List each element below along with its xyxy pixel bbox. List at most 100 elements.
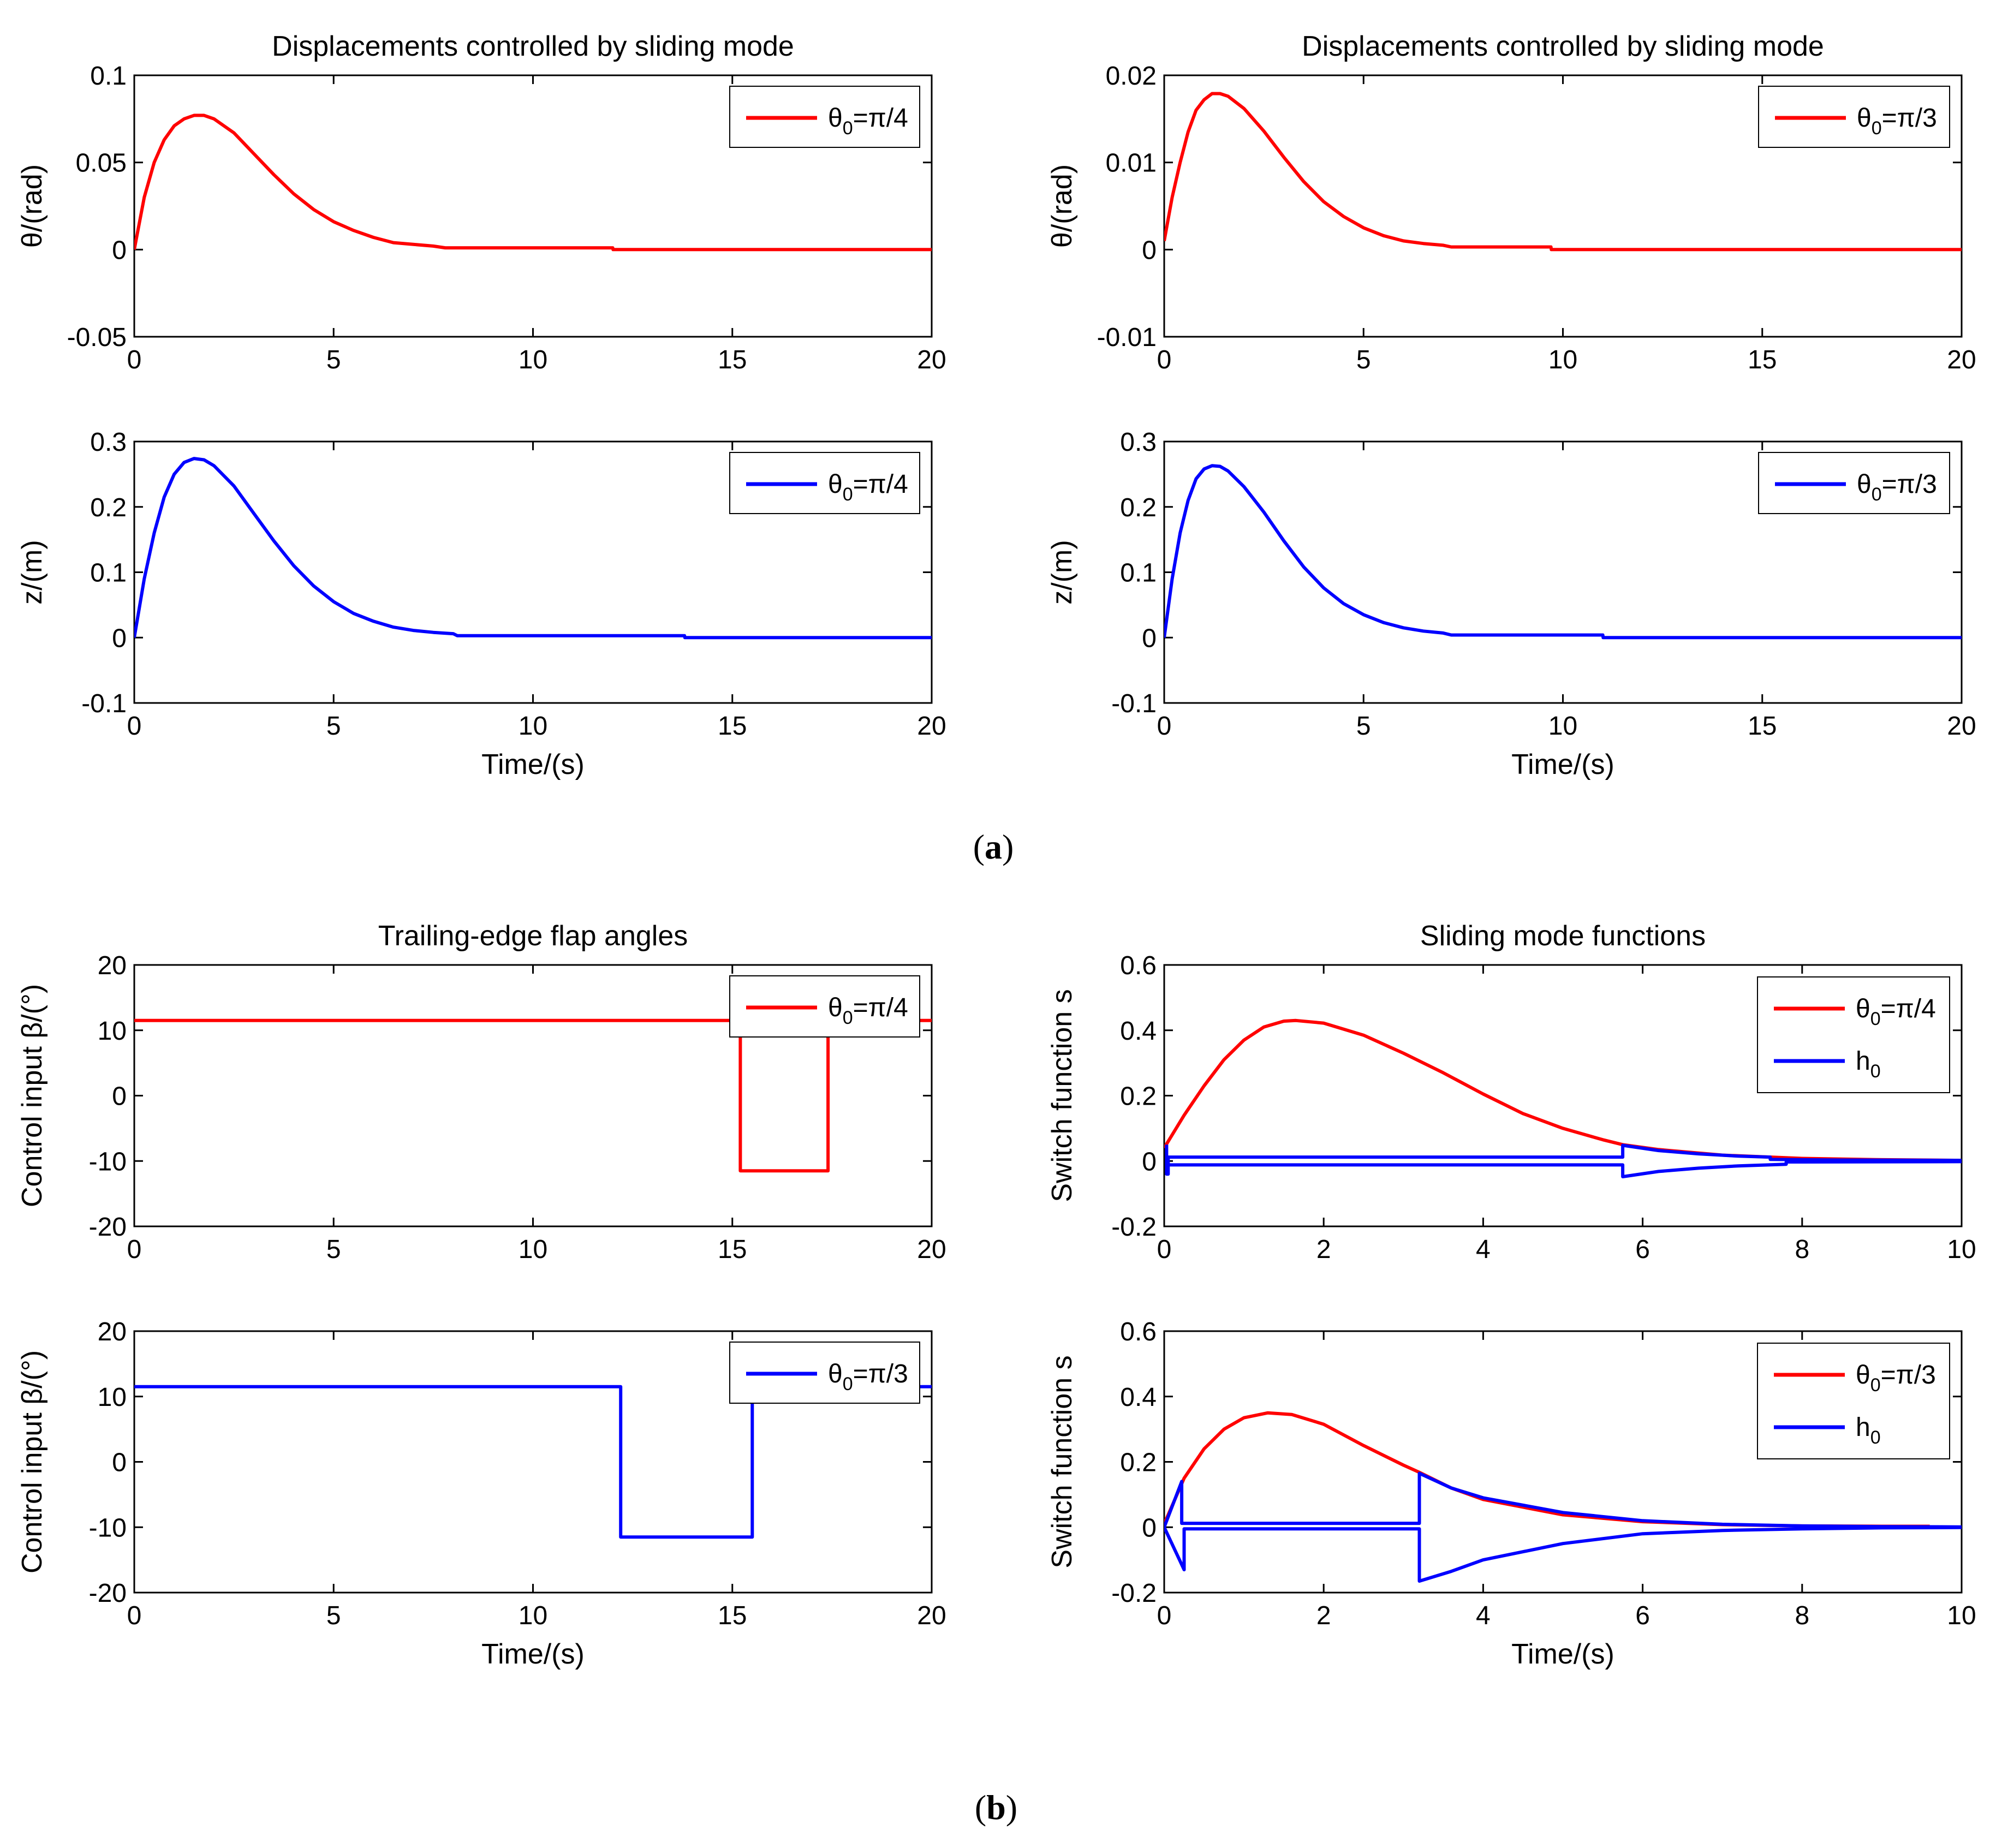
series-line-h0: [1164, 1471, 1962, 1529]
panel-a-label: (a): [973, 827, 1014, 866]
y-tick-label: 0: [112, 1082, 127, 1111]
y-tick-label: 0: [112, 1448, 127, 1477]
y-tick-label: 0.1: [1120, 559, 1157, 588]
y-tick-label: 10: [98, 1017, 127, 1046]
x-tick-label: 15: [1748, 712, 1777, 741]
y-axis-label: Control input β/(°): [16, 1350, 48, 1573]
x-tick-label: 0: [1157, 1601, 1172, 1630]
x-tick-label: 4: [1476, 1235, 1491, 1264]
y-tick-label: 0.3: [90, 428, 127, 457]
x-tick-label: 5: [326, 712, 341, 741]
legend-box: [1757, 976, 1950, 1093]
x-tick-label: 2: [1316, 1235, 1331, 1264]
x-tick-label: 0: [1157, 1235, 1172, 1264]
series-line-theta: [1164, 464, 1962, 640]
x-axis-label: Time/(s): [1511, 1638, 1614, 1670]
y-tick-label: 0.02: [1106, 62, 1157, 91]
panel-b-label: (b): [974, 1788, 1018, 1827]
legend-entry: θ0=π/4: [828, 993, 908, 1028]
series-line-h0: [1165, 1143, 1962, 1176]
y-axis-label: Switch function s: [1046, 1355, 1078, 1568]
y-tick-label: 0: [1142, 1513, 1157, 1542]
x-tick-label: 15: [718, 1235, 747, 1264]
x-tick-label: 10: [519, 712, 547, 741]
x-tick-label: 5: [326, 345, 341, 374]
x-tick-label: 20: [917, 345, 946, 374]
y-tick-label: 0.2: [90, 493, 127, 522]
x-tick-label: 0: [1157, 345, 1172, 374]
chart-a-z-pi3: 0 5 10 15 20-0.100.10.20.3Time/(s)z/(m)θ0=π/…: [1046, 428, 1976, 780]
legend-box: [1757, 1343, 1950, 1459]
y-axis-label: θ/(rad): [16, 164, 48, 248]
chart-title: Displacements controlled by sliding mode: [272, 31, 794, 62]
y-tick-label: 0.4: [1120, 1383, 1157, 1412]
x-tick-label: 4: [1476, 1601, 1491, 1630]
y-tick-label: 0.2: [1120, 1082, 1157, 1111]
chart-b-beta-pi4: 0 5 10 15 20 -20 -10 0 10 20 Trailing-edge flap an…: [16, 920, 946, 1264]
legend-entry: θ0=π/3: [1856, 1361, 1936, 1396]
x-axis-label: Time/(s): [481, 749, 585, 780]
series-line-theta: [134, 457, 932, 640]
chart-title: Displacements controlled by sliding mode: [1302, 31, 1824, 62]
x-tick-label: 8: [1795, 1235, 1809, 1264]
legend-entry: θ0=π/4: [1856, 994, 1936, 1029]
x-tick-label: 20: [917, 712, 946, 741]
y-tick-label: -20: [89, 1213, 127, 1242]
y-tick-label: 20: [98, 951, 127, 980]
y-tick-label: -0.2: [1111, 1579, 1157, 1608]
y-tick-label: -10: [89, 1147, 127, 1176]
y-axis-label: θ/(rad): [1046, 164, 1078, 248]
x-tick-label: 5: [1356, 345, 1371, 374]
x-tick-label: 0: [1157, 712, 1172, 741]
x-tick-label: 5: [326, 1601, 341, 1630]
legend-entry: θ0=π/4: [828, 470, 908, 505]
x-tick-label: 20: [1947, 345, 1976, 374]
x-tick-label: 15: [718, 1601, 747, 1630]
y-axis-label: Switch function s: [1046, 989, 1078, 1202]
legend-entry: θ0=π/4: [828, 104, 908, 139]
x-tick-label: 10: [519, 345, 547, 374]
chart-title: Sliding mode functions: [1420, 920, 1706, 952]
y-tick-label: 0: [112, 624, 127, 653]
legend-entry: θ0=π/3: [1857, 104, 1937, 139]
x-tick-label: 20: [917, 1601, 946, 1630]
x-tick-label: 0: [127, 1601, 142, 1630]
y-tick-label: 0: [1142, 1147, 1157, 1176]
y-axis-label: z/(m): [16, 540, 48, 604]
x-tick-label: 10: [519, 1601, 547, 1630]
y-tick-label: 10: [98, 1383, 127, 1412]
x-tick-label: 20: [917, 1235, 946, 1264]
x-tick-label: 10: [1947, 1235, 1976, 1264]
y-tick-label: 0.1: [90, 62, 127, 91]
y-tick-label: 0.05: [76, 149, 127, 178]
legend-entry: h0: [1856, 1413, 1881, 1448]
y-tick-label: 0.3: [1120, 428, 1157, 457]
y-tick-label: 0.4: [1120, 1017, 1157, 1046]
series-line-theta: [1164, 92, 1962, 252]
y-tick-label: -0.1: [1111, 689, 1157, 718]
x-tick-label: 5: [326, 1235, 341, 1264]
y-tick-label: 0.2: [1120, 1448, 1157, 1477]
x-tick-label: 20: [1947, 712, 1976, 741]
legend-entry: θ0=π/3: [1857, 470, 1937, 505]
y-tick-label: -0.1: [81, 689, 127, 718]
chart-a-z-pi4: 0 5 10 15 20-0.100.10.20.3Time/(s)z/(m)θ0=π/…: [16, 428, 946, 780]
x-tick-label: 10: [1548, 712, 1577, 741]
x-axis-label: Time/(s): [1511, 749, 1614, 780]
y-tick-label: -0.05: [67, 323, 127, 352]
x-tick-label: 8: [1795, 1601, 1809, 1630]
x-tick-label: 15: [718, 345, 747, 374]
x-tick-label: 5: [1356, 712, 1371, 741]
y-tick-label: -0.01: [1097, 323, 1157, 352]
series-line-h0-lower: [1164, 1525, 1962, 1583]
chart-b-beta-pi3: 0 5 10 15 20 -20 -10 0 10 20 Time/(s) Control input…: [16, 1318, 946, 1670]
y-tick-label: -10: [89, 1513, 127, 1542]
x-tick-label: 15: [718, 712, 747, 741]
y-tick-label: 0: [1142, 236, 1157, 265]
x-tick-label: 6: [1635, 1235, 1650, 1264]
x-tick-label: 6: [1635, 1601, 1650, 1630]
y-axis-label: Control input β/(°): [16, 984, 48, 1207]
